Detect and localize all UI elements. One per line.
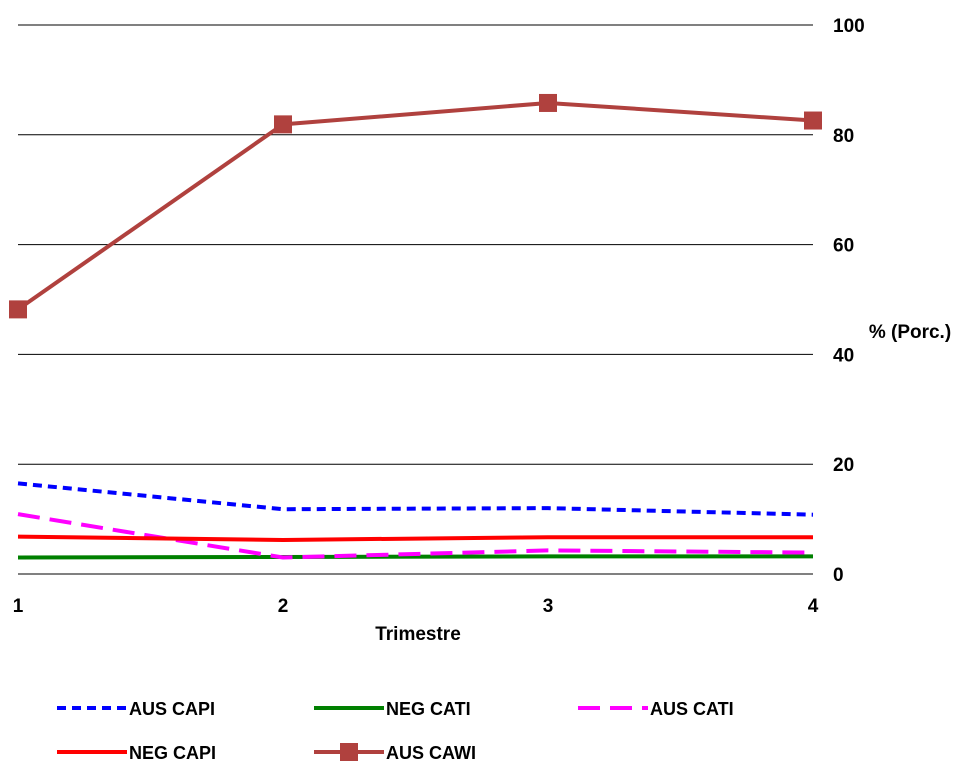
legend: AUS CAPI NEG CATI AUS CATI NEG CAPI AUS CAWI <box>57 699 734 762</box>
legend-item: NEG CAPI <box>57 743 216 762</box>
y-axis-title: % (Porc.) <box>869 322 951 343</box>
legend-label: NEG CAPI <box>129 743 216 762</box>
series-lines <box>9 93 822 560</box>
data-point-marker <box>804 111 822 130</box>
x-axis-title: Trimestre <box>375 624 461 645</box>
y-tick-label: 40 <box>833 345 854 366</box>
y-tick-label: 60 <box>833 236 854 257</box>
y-tick-label: 100 <box>833 16 865 37</box>
legend-label: AUS CAWI <box>386 743 476 762</box>
series-neg-cati <box>17 554 813 560</box>
series-line <box>17 554 813 560</box>
y-tick-label: 20 <box>833 455 854 476</box>
legend-marker <box>340 743 358 761</box>
legend-item: AUS CAWI <box>314 743 476 762</box>
legend-label: NEG CATI <box>386 699 471 719</box>
data-point-marker <box>539 93 557 112</box>
y-tick-label: 0 <box>833 565 844 586</box>
x-axis-tick-labels: 1 2 3 4 <box>13 596 819 617</box>
data-point-marker <box>274 115 292 134</box>
series-line <box>16 100 814 312</box>
series-aus-capi <box>17 481 814 517</box>
series-line <box>17 481 814 517</box>
x-tick-label: 3 <box>543 596 554 617</box>
x-tick-label: 1 <box>13 596 24 617</box>
y-tick-label: 80 <box>833 126 854 147</box>
x-tick-label: 2 <box>278 596 289 617</box>
legend-label: AUS CATI <box>650 699 734 719</box>
legend-item: AUS CATI <box>578 699 734 719</box>
series-line <box>17 534 813 542</box>
series-aus-cawi <box>9 93 822 319</box>
data-point-marker <box>9 300 27 319</box>
legend-item: NEG CATI <box>314 699 471 719</box>
grid-lines <box>18 24 813 575</box>
series-aus-cati <box>17 512 814 560</box>
y-axis-tick-labels: 0 20 40 60 80 100 <box>833 16 865 586</box>
legend-item: AUS CAPI <box>57 699 215 719</box>
legend-label: AUS CAPI <box>129 699 215 719</box>
x-tick-label: 4 <box>808 596 819 617</box>
series-neg-capi <box>17 534 813 542</box>
series-line <box>17 512 814 560</box>
